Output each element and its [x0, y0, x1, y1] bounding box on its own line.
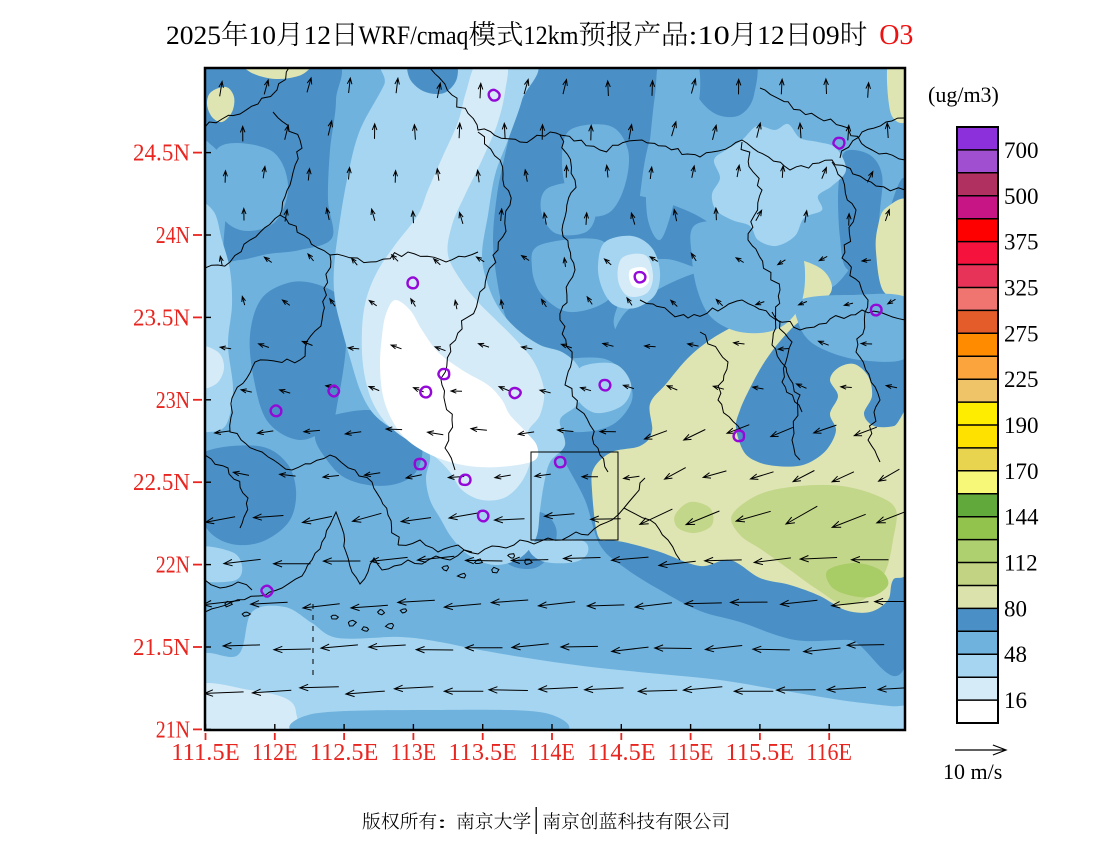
svg-text:113.5E: 113.5E	[449, 740, 517, 766]
svg-text:22.5N: 22.5N	[133, 470, 190, 496]
svg-text:113E: 113E	[391, 740, 437, 766]
svg-text:12: 12	[757, 21, 785, 50]
svg-text:190: 190	[1004, 413, 1039, 438]
svg-text:500: 500	[1004, 184, 1039, 209]
svg-text:24.5N: 24.5N	[133, 141, 190, 167]
svg-text:700: 700	[1004, 138, 1039, 163]
svg-text:112: 112	[1004, 551, 1038, 576]
svg-text:21N: 21N	[156, 717, 190, 743]
svg-text:24N: 24N	[156, 223, 190, 249]
svg-text:22N: 22N	[156, 553, 190, 579]
svg-text:09: 09	[812, 21, 840, 50]
svg-text:10: 10	[249, 21, 277, 50]
svg-text::: :	[437, 812, 456, 832]
svg-text:WRF/cmaq: WRF/cmaq	[359, 21, 469, 50]
svg-text:275: 275	[1004, 321, 1039, 346]
svg-text:325: 325	[1004, 276, 1039, 301]
svg-text:112.5E: 112.5E	[310, 740, 378, 766]
svg-text:21.5N: 21.5N	[133, 635, 190, 661]
svg-text:144: 144	[1004, 505, 1039, 530]
svg-text:48: 48	[1004, 642, 1027, 667]
svg-text::10: :10	[689, 21, 730, 50]
svg-text:2025: 2025	[166, 21, 221, 50]
svg-text:375: 375	[1004, 230, 1039, 255]
svg-text:112E: 112E	[252, 740, 298, 766]
svg-text:115E: 115E	[668, 740, 714, 766]
svg-text:116E: 116E	[806, 740, 852, 766]
svg-text:225: 225	[1004, 367, 1039, 392]
svg-text:114.5E: 114.5E	[587, 740, 655, 766]
svg-text:115.5E: 115.5E	[726, 740, 794, 766]
svg-text:111.5E: 111.5E	[171, 740, 239, 766]
svg-text:23N: 23N	[156, 388, 190, 414]
svg-text:16: 16	[1004, 688, 1027, 713]
svg-text:170: 170	[1004, 459, 1039, 484]
svg-text:O3: O3	[879, 20, 913, 51]
svg-text:23.5N: 23.5N	[133, 305, 190, 331]
svg-text:(ug/m3): (ug/m3)	[928, 82, 999, 107]
svg-text:12: 12	[304, 21, 332, 50]
svg-text:12km: 12km	[524, 21, 579, 50]
svg-text:114E: 114E	[529, 740, 575, 766]
svg-text:80: 80	[1004, 596, 1027, 621]
svg-text:10 m/s: 10 m/s	[943, 759, 1002, 784]
